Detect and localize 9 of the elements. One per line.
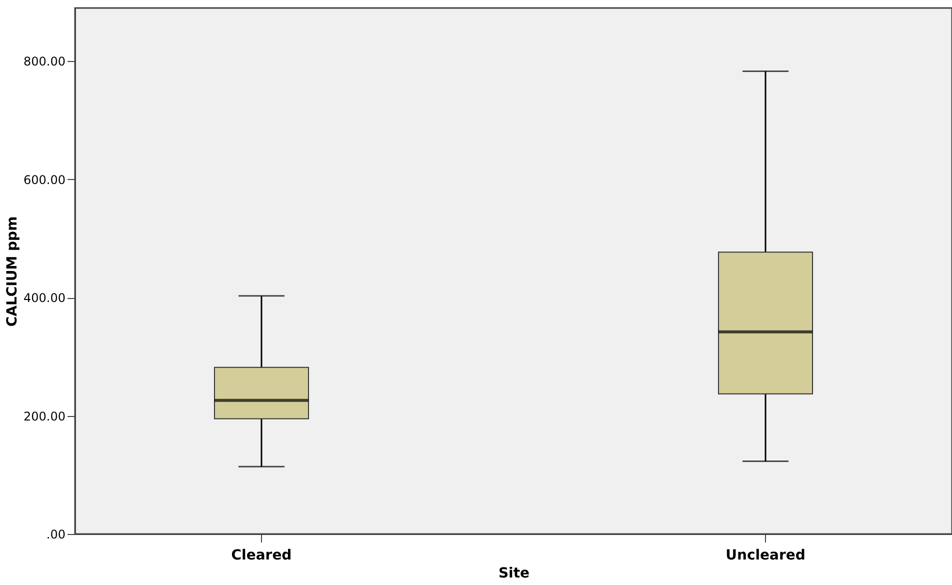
x-axis-title: Site [498,566,530,582]
y-axis-title: CALCIUM ppm [4,216,21,327]
x-tick-label: Uncleared [726,548,806,564]
y-tick-label: 200.00 [24,409,66,424]
y-tick-label: 400.00 [24,291,66,306]
y-tick-label: 600.00 [24,172,66,187]
y-tick-label: .00 [46,528,66,542]
y-tick-label: 800.00 [24,54,66,69]
x-tick-label: Cleared [231,548,292,564]
